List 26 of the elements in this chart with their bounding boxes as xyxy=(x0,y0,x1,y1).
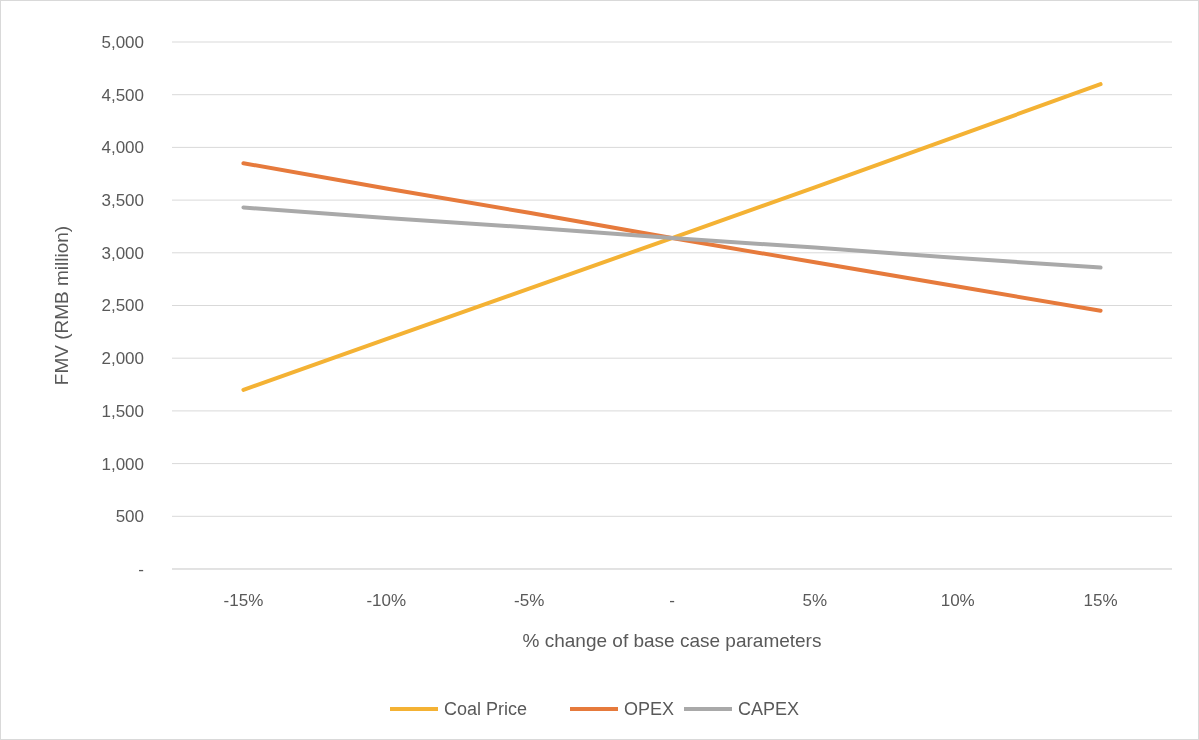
x-tick-label: 10% xyxy=(940,591,975,610)
y-tick-label: 4,500 xyxy=(101,85,144,105)
y-axis-title: FMV (RMB million) xyxy=(51,225,72,386)
line-series xyxy=(241,161,1103,313)
x-tick-label: -10% xyxy=(366,591,407,610)
line-series xyxy=(241,205,1103,270)
y-tick-label: 1,500 xyxy=(101,401,144,421)
x-axis-title: % change of base case parameters xyxy=(522,630,822,651)
x-tick-label: 15% xyxy=(1083,591,1118,610)
y-tick-label: 2,500 xyxy=(101,296,144,316)
y-tick-label: 4,000 xyxy=(101,138,144,158)
y-tick-label: 500 xyxy=(115,507,144,527)
legend-label: OPEX xyxy=(624,699,675,720)
line-series xyxy=(241,82,1103,392)
y-tick-label: - xyxy=(138,559,144,579)
y-tick-label: 2,000 xyxy=(101,349,144,369)
y-tick-label: 3,500 xyxy=(101,191,144,211)
y-tick-label: 1,000 xyxy=(101,454,144,474)
y-tick-label: 5,000 xyxy=(101,32,144,52)
x-tick-label: - xyxy=(669,591,675,610)
x-tick-label: -15% xyxy=(223,591,264,610)
x-tick-label: -5% xyxy=(514,591,545,610)
y-tick-label: 3,000 xyxy=(101,243,144,263)
x-tick-label: 5% xyxy=(802,591,828,610)
legend-label: CAPEX xyxy=(738,699,800,720)
legend-label: Coal Price xyxy=(444,699,528,720)
